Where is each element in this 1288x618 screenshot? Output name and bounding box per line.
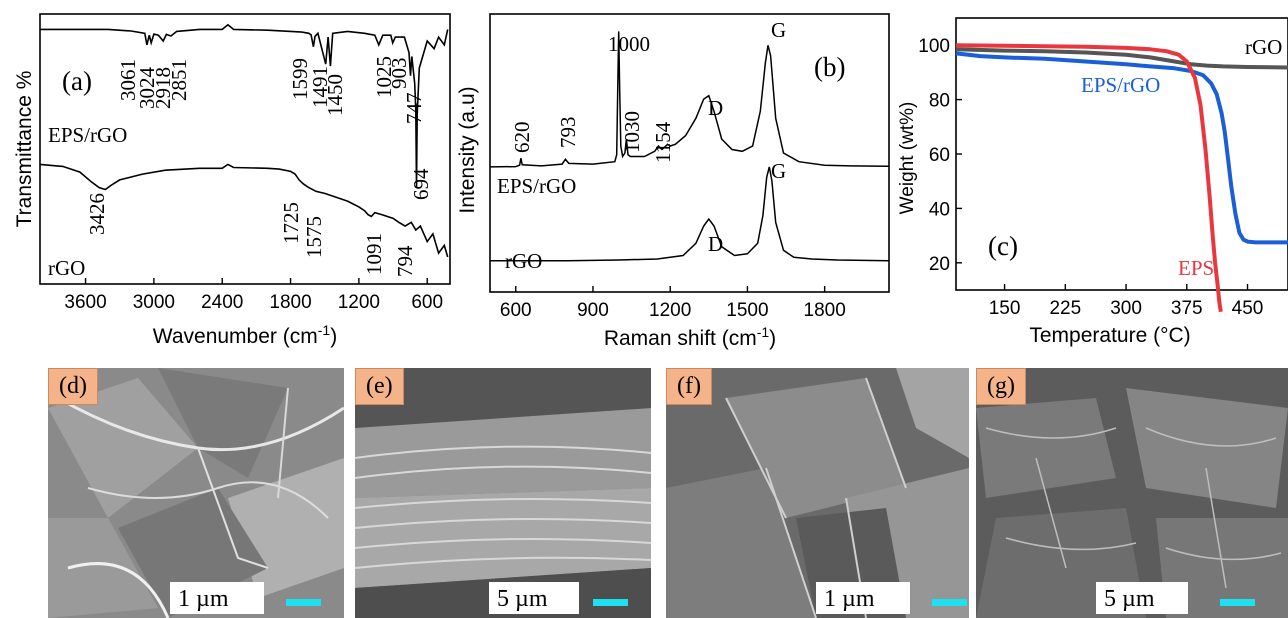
- x-tick-label: 1800: [269, 292, 311, 313]
- y-tick-label: 80: [929, 91, 950, 112]
- x-tick-label: 600: [411, 292, 443, 313]
- peak-label: 793: [556, 117, 580, 149]
- sem-image-f-scale-bar: [932, 599, 967, 606]
- peak-label: 1091: [362, 233, 386, 275]
- panel-b-y-axis-label: Intensity (a.u): [456, 86, 479, 213]
- panel-a: 3600 3000 2400 1800 1200 600 (a) EPS/rGO rGO …: [13, 14, 450, 348]
- panel-a-x-axis-label-end: ): [330, 325, 337, 348]
- sem-texture: [48, 368, 344, 618]
- x-tick-label: 150: [989, 298, 1021, 319]
- peak-label: 1000: [608, 32, 650, 56]
- peak-label: 2851: [167, 59, 191, 101]
- panel-b-series-label-eps-rgo: EPS/rGO: [497, 174, 576, 198]
- sem-image-g: (g) 5 µm: [976, 368, 1288, 618]
- panel-a-x-axis-label-text: Wavenumber (cm: [153, 325, 318, 348]
- panel-b-series-label-rgo: rGO: [505, 249, 542, 273]
- x-tick-label: 1200: [338, 292, 380, 313]
- y-tick-label: 20: [929, 254, 950, 275]
- x-tick-label: 1200: [649, 300, 691, 321]
- panel-a-series-label-rgo: rGO: [48, 256, 85, 280]
- sem-image-e-label: (e): [355, 368, 404, 405]
- panel-b-x-axis-label-end: ): [769, 327, 776, 350]
- panel-b-x-axis-label-text: Raman shift (cm: [604, 327, 757, 350]
- peak-label: 1725: [279, 202, 303, 244]
- sem-image-d-scale-text: 1 µm: [170, 582, 264, 614]
- panel-c-x-axis-label: Temperature (°C): [1029, 324, 1190, 347]
- sem-image-e-scale-text: 5 µm: [489, 582, 579, 614]
- x-tick-label: 3600: [64, 292, 106, 313]
- y-tick-label: 40: [929, 199, 950, 220]
- x-tick-label: 225: [1049, 298, 1081, 319]
- peak-label: 3426: [85, 193, 109, 235]
- peak-label: 694: [409, 168, 433, 200]
- sem-image-e-scale-bar: [593, 599, 628, 606]
- panel-a-series-label-eps-rgo: EPS/rGO: [48, 123, 127, 147]
- sem-image-f-label: (f): [666, 368, 712, 405]
- sem-image-f: (f) 1 µm: [666, 368, 969, 618]
- sem-image-g-scale-bar: [1220, 599, 1255, 606]
- sem-image-d-label: (d): [48, 368, 98, 405]
- panel-c: 150 225 300 375 450 20 40 60 80 100 (c) rGO EPS/r…: [897, 18, 1288, 347]
- x-tick-label: 375: [1171, 298, 1203, 319]
- x-tick-label: 1800: [804, 300, 846, 321]
- x-tick-label: 900: [577, 300, 609, 321]
- panel-b-x-axis-label: Raman shift (cm-1): [604, 324, 776, 350]
- x-tick-label: 300: [1110, 298, 1142, 319]
- panel-c-y-axis-label: Weight (wt%): [897, 102, 918, 215]
- x-tick-label: 600: [500, 300, 532, 321]
- sem-texture: [355, 368, 651, 618]
- panel-c-series-label-rgo: rGO: [1245, 35, 1282, 59]
- panel-a-y-axis-label: Transmittance %: [13, 71, 36, 228]
- peak-label: 1575: [302, 216, 326, 258]
- y-tick-label: 60: [929, 145, 950, 166]
- peak-label: 747: [402, 93, 426, 125]
- x-tick-label: 3000: [133, 292, 175, 313]
- panel-a-x-axis-label-sup: -1: [318, 322, 331, 338]
- peak-label: 903: [387, 58, 411, 90]
- sem-texture: [976, 368, 1288, 618]
- panel-a-x-axis-label: Wavenumber (cm-1): [153, 322, 337, 348]
- panel-b-label: (b): [814, 52, 845, 82]
- panel-c-label: (c): [988, 231, 1018, 261]
- x-tick-label: 450: [1232, 298, 1264, 319]
- peak-label: D: [708, 232, 723, 256]
- sem-texture: [666, 368, 969, 618]
- peak-label: 1030: [620, 111, 644, 153]
- panel-c-series-label-eps-rgo: EPS/rGO: [1081, 73, 1160, 97]
- sem-image-d-scale-bar: [286, 599, 321, 606]
- x-tick-label: 2400: [201, 292, 243, 313]
- panel-a-frame: [40, 14, 450, 284]
- sem-image-g-label: (g): [976, 368, 1026, 405]
- panel-b-x-axis-label-sup: -1: [757, 324, 770, 340]
- series-line-eps-rgo: [40, 25, 448, 188]
- panel-b: 600 900 1200 1500 1800 (b) EPS/rGO rGO 620 7…: [456, 14, 889, 350]
- x-tick-label: 1500: [726, 300, 768, 321]
- panel-a-label: (a): [62, 66, 92, 96]
- panel-c-series-label-eps: EPS: [1178, 256, 1214, 280]
- sem-image-f-scale-text: 1 µm: [816, 582, 910, 614]
- sem-image-e: (e) 5 µm: [355, 368, 651, 618]
- peak-label: D: [708, 96, 723, 120]
- peak-label: 1154: [651, 121, 675, 163]
- peak-label: G: [771, 18, 786, 42]
- peak-label: 620: [510, 122, 534, 154]
- panel-a-peak-labels: 3061 3024 2918 2851 1599 1491 1450 1025 …: [85, 56, 433, 277]
- sem-image-g-scale-text: 5 µm: [1096, 582, 1188, 614]
- sem-image-d: (d) 1 µm: [48, 368, 344, 618]
- peak-label: 1450: [323, 74, 347, 116]
- peak-label: 794: [393, 245, 417, 277]
- panel-b-peak-labels: 620 793 1000 1030 1154 D G D G: [510, 18, 786, 256]
- peak-label: G: [771, 159, 786, 183]
- y-tick-label: 100: [918, 36, 950, 57]
